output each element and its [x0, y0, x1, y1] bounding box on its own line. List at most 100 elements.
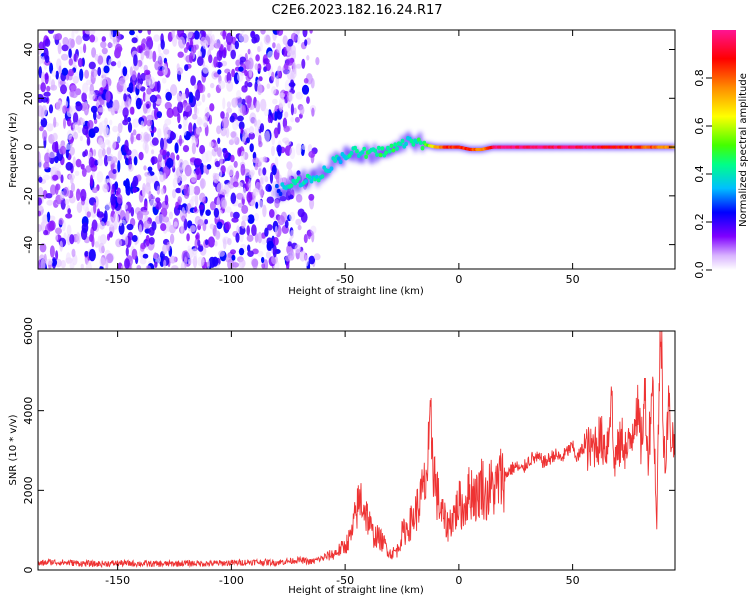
noise-blob	[241, 98, 246, 105]
noise-blob	[245, 177, 249, 183]
noise-blob	[99, 87, 104, 95]
noise-blob	[284, 111, 289, 118]
ridge-blob	[384, 150, 388, 155]
noise-blob	[70, 85, 77, 91]
noise-blob	[177, 30, 185, 38]
noise-blob	[202, 39, 209, 50]
noise-blob	[54, 156, 59, 164]
noise-blob	[109, 119, 113, 126]
ridge-blob	[418, 140, 423, 145]
y-tick-label: 4000	[22, 397, 35, 425]
noise-blob	[231, 97, 238, 108]
noise-blob	[86, 137, 91, 146]
noise-blob	[273, 127, 279, 139]
noise-blob	[177, 112, 181, 124]
noise-blob	[75, 102, 83, 112]
ridge-blob	[389, 143, 394, 148]
noise-blob	[41, 96, 49, 103]
noise-blob	[241, 220, 246, 229]
noise-blob	[92, 149, 97, 157]
noise-blob	[99, 221, 105, 230]
noise-blob	[289, 211, 296, 222]
noise-blob	[40, 82, 46, 93]
noise-blob	[205, 239, 209, 246]
noise-blob	[117, 160, 121, 173]
noise-blob	[82, 82, 89, 94]
noise-blob	[183, 218, 188, 231]
noise-blob	[189, 225, 196, 233]
noise-blob	[43, 161, 50, 170]
ridge-blob	[380, 146, 385, 151]
noise-blob	[146, 119, 153, 127]
noise-blob	[98, 137, 103, 147]
noise-blob	[262, 156, 268, 163]
noise-blob	[128, 98, 132, 108]
noise-blob	[241, 204, 249, 214]
noise-blob	[254, 212, 259, 222]
noise-blob	[144, 142, 149, 154]
noise-blob	[107, 42, 114, 48]
noise-blob	[236, 90, 242, 99]
noise-blob	[103, 210, 108, 223]
noise-blob	[80, 263, 84, 269]
noise-blob	[126, 149, 132, 156]
noise-blob	[186, 30, 193, 39]
noise-blob	[236, 115, 244, 122]
noise-blob	[230, 192, 237, 205]
noise-blob	[233, 174, 239, 184]
noise-blob	[38, 204, 44, 211]
noise-blob	[230, 211, 234, 218]
noise-blob	[192, 113, 198, 120]
noise-blob	[188, 122, 193, 134]
noise-blob	[232, 181, 239, 188]
noise-blob	[123, 93, 127, 102]
noise-blob	[290, 229, 295, 239]
noise-blob	[83, 43, 87, 54]
noise-blob	[156, 111, 162, 119]
noise-blob	[67, 68, 75, 77]
noise-blob	[193, 30, 200, 40]
noise-blob	[138, 151, 144, 161]
colorbar-tick-label: 0.0	[693, 261, 706, 279]
noise-blob	[133, 54, 138, 67]
noise-blob	[176, 67, 184, 75]
noise-blob	[52, 174, 59, 181]
noise-blob	[240, 127, 244, 135]
noise-blob	[303, 78, 309, 84]
noise-blob	[208, 141, 214, 148]
noise-blob	[255, 201, 259, 209]
ridge-blob	[304, 179, 308, 184]
noise-blob	[162, 244, 168, 255]
noise-blob	[42, 129, 48, 141]
noise-blob	[207, 236, 215, 248]
noise-blob	[65, 252, 71, 265]
noise-blob	[69, 146, 75, 156]
noise-blob	[91, 187, 98, 194]
noise-blob	[84, 30, 92, 35]
noise-blob	[255, 54, 260, 62]
noise-blob	[144, 92, 151, 105]
noise-blob	[148, 190, 152, 200]
noise-blob	[176, 154, 180, 161]
noise-blob	[165, 91, 172, 101]
noise-blob	[262, 167, 267, 176]
noise-blob	[154, 261, 158, 268]
noise-blob	[304, 39, 308, 47]
ridge-blob	[338, 159, 343, 165]
noise-blob	[301, 144, 307, 150]
noise-blob	[231, 254, 236, 261]
noise-blob	[295, 143, 302, 156]
noise-blob	[162, 138, 169, 151]
noise-blob	[197, 219, 204, 227]
noise-blob	[252, 248, 259, 255]
noise-blob	[62, 36, 69, 47]
noise-blob	[216, 196, 221, 209]
noise-blob	[38, 60, 42, 67]
noise-blob	[117, 150, 123, 161]
noise-blob	[129, 106, 135, 115]
y-tick-label: 2000	[22, 476, 35, 504]
noise-blob	[276, 43, 281, 53]
noise-blob	[105, 90, 111, 103]
noise-blob	[216, 125, 222, 135]
noise-blob	[71, 248, 76, 258]
